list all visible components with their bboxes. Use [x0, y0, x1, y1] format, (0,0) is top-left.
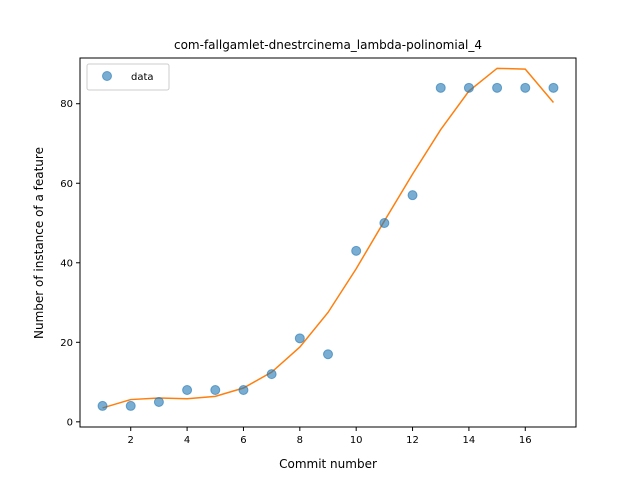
y-axis-label: Number of instance of a feature — [32, 147, 46, 339]
data-point — [266, 369, 277, 380]
data-point — [323, 349, 333, 360]
legend-label-data: data — [131, 72, 154, 83]
data-point — [153, 396, 164, 407]
data-point — [97, 400, 108, 411]
y-tick-label: 40 — [60, 258, 73, 269]
x-tick-label: 8 — [297, 435, 303, 446]
x-tick-label: 10 — [350, 435, 363, 446]
data-point — [125, 400, 136, 411]
data-point — [548, 82, 559, 93]
data-point — [435, 82, 446, 93]
x-axis-ticks: 2 4 6 8 10 12 14 16 — [128, 427, 532, 446]
legend: data — [86, 63, 170, 91]
y-tick-label: 20 — [60, 338, 73, 349]
data-point — [182, 385, 193, 396]
data-point — [407, 190, 418, 201]
fit-line-path — [102, 67, 555, 409]
data-point — [238, 385, 249, 396]
data-point — [210, 385, 221, 396]
data-point — [520, 82, 531, 93]
data-point — [492, 82, 503, 93]
x-tick-label: 4 — [184, 435, 190, 446]
data-point — [379, 218, 390, 229]
x-tick-label: 2 — [128, 435, 134, 446]
y-tick-label: 0 — [67, 417, 73, 428]
x-tick-label: 12 — [406, 435, 419, 446]
data-points — [97, 82, 559, 411]
y-tick-label: 80 — [60, 99, 73, 110]
axes-frame — [79, 57, 577, 428]
x-tick-label: 16 — [519, 435, 532, 446]
y-axis-ticks: 0 20 40 60 80 — [60, 99, 80, 428]
data-point — [351, 245, 362, 256]
data-point — [463, 82, 474, 93]
x-tick-label: 6 — [240, 435, 246, 446]
legend-box — [86, 63, 170, 91]
legend-marker-data — [102, 71, 112, 81]
x-axis-label: Commit number — [279, 457, 377, 471]
y-tick-label: 60 — [60, 179, 73, 190]
chart-title: com-fallgamlet-dnestrcinema_lambda-polin… — [174, 38, 482, 52]
data-point — [294, 333, 305, 344]
x-tick-label: 14 — [463, 435, 476, 446]
fit-line — [102, 67, 555, 409]
